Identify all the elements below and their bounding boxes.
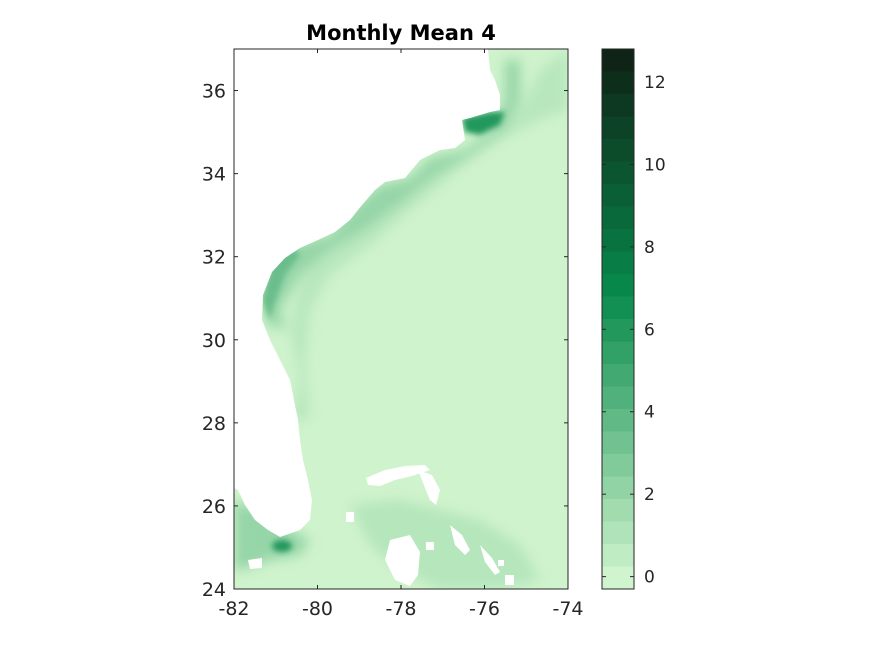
- y-tick-label: 26: [202, 496, 226, 518]
- land-andros: [385, 535, 420, 586]
- land-mask: [234, 49, 514, 586]
- x-tick-label: -78: [385, 598, 416, 620]
- x-axis: -82 -80 -78 -76 -74: [218, 49, 584, 620]
- colorbar-level: [602, 566, 634, 589]
- colorbar-level: [602, 139, 634, 162]
- y-tick-label: 24: [202, 579, 226, 601]
- y-tick-label: 32: [202, 247, 226, 269]
- colorbar-level: [602, 161, 634, 184]
- colorbar-level: [602, 116, 634, 139]
- colorbar-tick-label: 0: [644, 568, 655, 588]
- x-tick-label: -76: [469, 598, 500, 620]
- colorbar-level: [602, 499, 634, 522]
- colorbar-tick-label: 6: [644, 320, 655, 340]
- colorbar-tick-label: 10: [644, 155, 666, 175]
- colorbar-level: [602, 296, 634, 319]
- colorbar-level: [602, 454, 634, 477]
- colorbar-level: [602, 364, 634, 387]
- colorbar-axis: 0 2 4 6 8 10 12: [602, 73, 666, 588]
- colorbar-level: [602, 206, 634, 229]
- x-tick-label: -74: [552, 598, 583, 620]
- land-exuma: [480, 545, 500, 575]
- land-cay-2: [426, 542, 434, 550]
- colorbar-tick-label: 12: [644, 73, 666, 93]
- land-grand-bahama: [366, 465, 430, 486]
- land-cay-1: [346, 512, 354, 522]
- colorbar-level: [602, 521, 634, 544]
- y-tick-label: 30: [202, 330, 226, 352]
- colorbar-level: [602, 251, 634, 274]
- colorbar-level: [602, 184, 634, 207]
- florida-keys-shelf: [234, 500, 310, 570]
- colorbar-level: [602, 94, 634, 117]
- land-eleuthera: [450, 525, 470, 555]
- chart-title: Monthly Mean 4: [306, 21, 496, 45]
- colorbar-box: [601, 48, 635, 590]
- colorbar-level: [602, 274, 634, 297]
- y-tick-label: 28: [202, 413, 226, 435]
- pamlico-sound-hotspot: [462, 112, 505, 135]
- y-tick-label: 34: [202, 164, 226, 186]
- colorbar-level: [602, 431, 634, 454]
- colorbar-level: [602, 229, 634, 252]
- colorbar-tick-label: 4: [644, 403, 655, 423]
- colorbar-level: [602, 544, 634, 567]
- colorbar-level: [602, 409, 634, 432]
- shelf-band-inner: [262, 60, 520, 330]
- colorbar-level: [602, 49, 634, 72]
- colorbar-level: [602, 341, 634, 364]
- florida-bay-hotspot: [272, 540, 292, 552]
- colorbar-level: [602, 319, 634, 342]
- colorbar-levels: [602, 49, 634, 589]
- colorbar-level: [602, 476, 634, 499]
- x-tick-label: -80: [302, 598, 333, 620]
- land-abaco: [418, 470, 440, 505]
- colorbar-tick-label: 2: [644, 485, 655, 505]
- y-tick-label: 36: [202, 81, 226, 103]
- y-axis: 24 26 28 30 32 34 36: [202, 81, 568, 601]
- colorbar-level: [602, 386, 634, 409]
- land-florida-keys-tip: [248, 558, 262, 569]
- colorbar: 0 2 4 6 8 10 12: [601, 48, 666, 590]
- x-tick-label: -82: [218, 598, 249, 620]
- map-axes: -82 -80 -78 -76 -74 24 26 28 30 32 34 36: [202, 48, 584, 620]
- land-mainland: [234, 49, 500, 537]
- colorbar-level: [602, 71, 634, 94]
- land-cay-4: [498, 560, 504, 566]
- colorbar-tick-label: 8: [644, 238, 655, 258]
- land-cay-3: [505, 575, 514, 585]
